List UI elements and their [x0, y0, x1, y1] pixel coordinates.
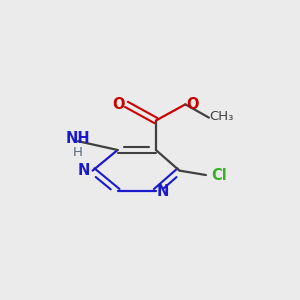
Text: Cl: Cl: [211, 167, 227, 182]
Text: H: H: [73, 146, 83, 159]
Text: N: N: [157, 184, 170, 199]
Text: N: N: [78, 163, 90, 178]
Text: O: O: [186, 97, 199, 112]
Text: O: O: [112, 97, 124, 112]
Text: NH: NH: [65, 131, 90, 146]
Text: CH₃: CH₃: [209, 110, 233, 123]
